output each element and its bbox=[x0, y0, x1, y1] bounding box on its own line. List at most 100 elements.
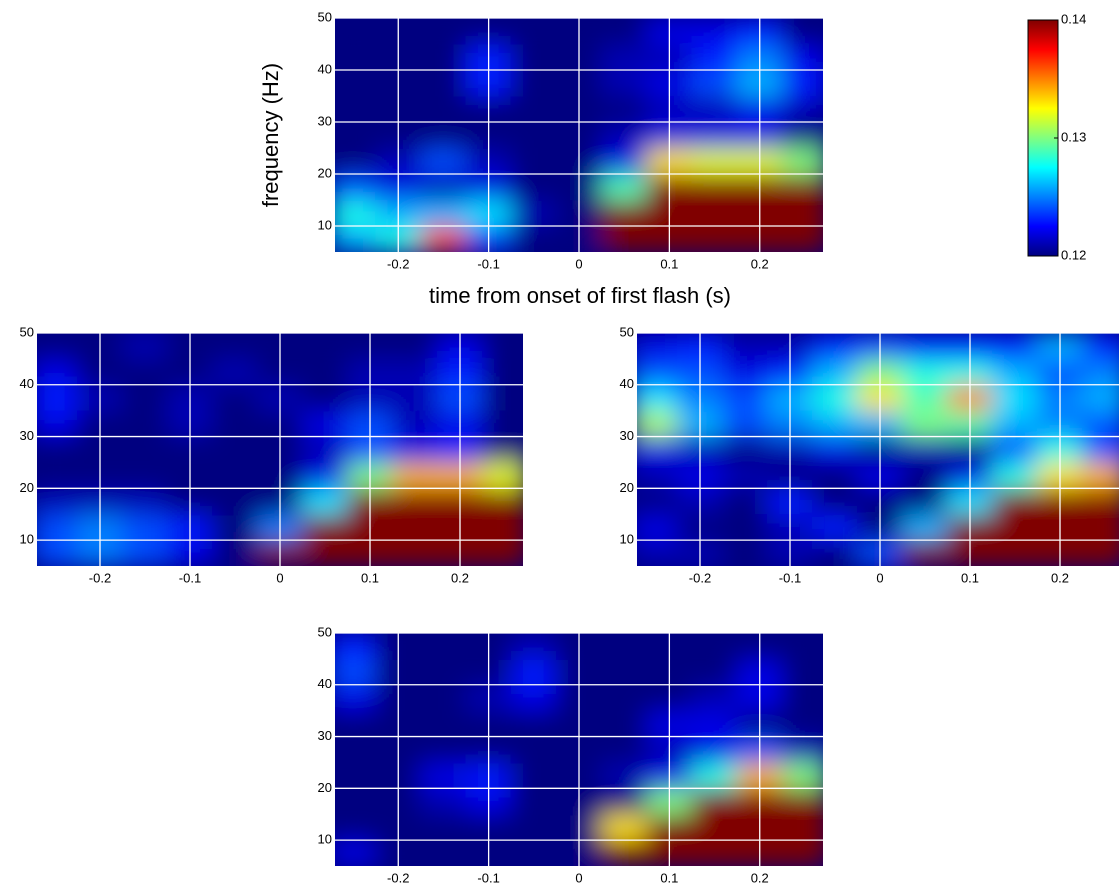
x-tick-label: 0.1 bbox=[660, 870, 678, 885]
heat-cell bbox=[122, 436, 168, 463]
heat-cell bbox=[902, 539, 948, 566]
heat-cell bbox=[902, 333, 948, 360]
heat-cell bbox=[691, 121, 738, 149]
heat-cell bbox=[482, 410, 523, 438]
y-tick-label: 40 bbox=[620, 376, 634, 391]
heat-cell bbox=[335, 839, 377, 866]
heat-cell bbox=[420, 173, 467, 201]
heat-cell bbox=[302, 333, 348, 360]
heat-cell bbox=[302, 384, 348, 412]
heat-cell bbox=[1082, 539, 1119, 566]
y-tick-label: 10 bbox=[20, 532, 34, 547]
heat-cell bbox=[637, 461, 678, 489]
heat-cell bbox=[691, 761, 738, 789]
heat-cell bbox=[781, 633, 823, 660]
heat-cell bbox=[482, 358, 523, 386]
heat-cell bbox=[335, 18, 377, 45]
heat-cell bbox=[420, 736, 467, 763]
heat-cell bbox=[812, 539, 858, 566]
heat-cell bbox=[510, 684, 557, 712]
heat-cell bbox=[601, 761, 648, 789]
heat-cell bbox=[212, 487, 258, 515]
heat-cell bbox=[992, 410, 1038, 438]
heat-cell bbox=[722, 539, 768, 566]
heat-cell bbox=[902, 513, 948, 541]
heat-cell bbox=[601, 199, 648, 227]
heat-cell bbox=[420, 69, 467, 97]
heat-cell bbox=[691, 225, 738, 252]
heat-cell bbox=[1082, 436, 1119, 463]
heat-cell bbox=[902, 461, 948, 489]
heat-cell bbox=[781, 199, 823, 227]
heat-cell bbox=[37, 333, 78, 360]
x-tick-label: 0.1 bbox=[961, 570, 979, 585]
heat-cell bbox=[637, 333, 678, 360]
heat-cell bbox=[722, 461, 768, 489]
heat-cell bbox=[335, 69, 377, 97]
heat-cell bbox=[510, 736, 557, 763]
heat-cell bbox=[335, 736, 377, 763]
heat-cell bbox=[781, 121, 823, 149]
y-tick-label: 20 bbox=[318, 780, 332, 795]
heat-cell bbox=[781, 95, 823, 123]
heat-cell bbox=[781, 658, 823, 686]
y-tick-label: 10 bbox=[318, 832, 332, 847]
heat-cell bbox=[781, 736, 823, 763]
x-tick-label: 0 bbox=[876, 570, 883, 585]
heat-cell bbox=[392, 436, 438, 463]
heat-cell bbox=[992, 358, 1038, 386]
y-tick-label: 10 bbox=[318, 217, 332, 232]
heat-cell bbox=[392, 384, 438, 412]
heat-cell bbox=[122, 384, 168, 412]
heat-cell bbox=[122, 333, 168, 360]
x-tick-label: -0.2 bbox=[387, 870, 409, 885]
x-tick-label: -0.1 bbox=[477, 870, 499, 885]
heat-cell bbox=[335, 813, 377, 841]
heat-cell bbox=[420, 684, 467, 712]
heat-cell bbox=[420, 225, 467, 252]
heat-cell bbox=[812, 410, 858, 438]
x-tick-label: 0.1 bbox=[361, 570, 379, 585]
heat-cell bbox=[510, 147, 557, 175]
heat-cell bbox=[420, 199, 467, 227]
y-tick-label: 40 bbox=[318, 676, 332, 691]
heat-cell bbox=[691, 95, 738, 123]
heat-cell bbox=[335, 147, 377, 175]
heat-cell bbox=[510, 121, 557, 149]
heat-cell bbox=[812, 333, 858, 360]
heat-cell bbox=[601, 121, 648, 149]
heat-cell bbox=[601, 658, 648, 686]
heat-cell bbox=[637, 358, 678, 386]
heat-cell bbox=[781, 787, 823, 815]
heat-cell bbox=[420, 18, 467, 45]
heat-cell bbox=[392, 513, 438, 541]
heat-cell bbox=[37, 358, 78, 386]
heat-cell bbox=[902, 358, 948, 386]
heat-cell bbox=[812, 358, 858, 386]
heat-cell bbox=[482, 461, 523, 489]
y-tick-label: 20 bbox=[20, 480, 34, 495]
heat-cell bbox=[691, 43, 738, 71]
heat-cell bbox=[37, 461, 78, 489]
heat-cell bbox=[510, 225, 557, 252]
heat-cell bbox=[420, 839, 467, 866]
heat-cell bbox=[691, 710, 738, 738]
heatmap-cells bbox=[335, 18, 823, 252]
y-tick-label: 40 bbox=[20, 376, 34, 391]
heat-cell bbox=[122, 513, 168, 541]
plot-area bbox=[637, 333, 1119, 566]
heat-cell bbox=[335, 173, 377, 201]
colorbar-tick-label: 0.14 bbox=[1061, 11, 1086, 26]
heat-cell bbox=[392, 333, 438, 360]
x-tick-label: 0 bbox=[276, 570, 283, 585]
heat-cell bbox=[420, 658, 467, 686]
heat-cell bbox=[510, 69, 557, 97]
heat-cell bbox=[781, 225, 823, 252]
colorbar-tick-label: 0.13 bbox=[1061, 129, 1086, 144]
heat-cell bbox=[637, 513, 678, 541]
heatmap-cells bbox=[637, 333, 1119, 566]
heat-cell bbox=[510, 199, 557, 227]
heat-cell bbox=[781, 684, 823, 712]
y-tick-label: 50 bbox=[20, 324, 34, 339]
heat-cell bbox=[691, 199, 738, 227]
